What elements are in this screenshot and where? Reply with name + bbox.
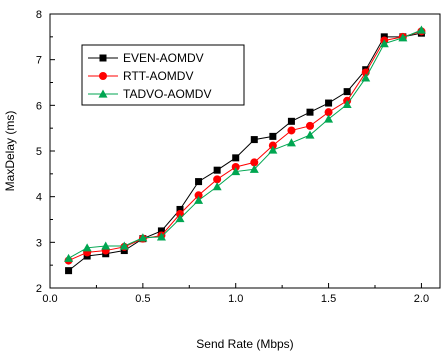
x-tick-label: 1.0 xyxy=(228,293,243,305)
series-line xyxy=(68,29,422,259)
data-point xyxy=(324,114,334,123)
y-tick-label: 4 xyxy=(36,192,42,204)
data-point xyxy=(268,141,277,150)
legend-label: TADVO-AOMDV xyxy=(123,87,211,101)
data-point xyxy=(194,191,203,200)
data-point xyxy=(287,117,295,125)
y-tick-label: 7 xyxy=(36,55,42,67)
data-point xyxy=(156,232,166,241)
y-tick-label: 2 xyxy=(36,283,42,295)
legend-item: EVEN-AOMDV xyxy=(88,51,204,65)
data-point xyxy=(101,241,111,250)
legend: EVEN-AOMDV RTT-AOMDV TADVO-AOMDV xyxy=(81,44,245,106)
data-point xyxy=(231,167,241,176)
data-point xyxy=(176,205,184,213)
series-layer xyxy=(64,25,426,275)
data-point xyxy=(268,145,278,154)
data-point xyxy=(157,227,165,235)
legend-label: RTT-AOMDV xyxy=(123,69,193,83)
data-point xyxy=(175,214,185,223)
data-point xyxy=(306,121,314,130)
y-axis-title: MaxDelay (ms) xyxy=(3,111,17,192)
data-point xyxy=(213,166,221,174)
data-point xyxy=(306,108,314,116)
data-point xyxy=(64,253,74,262)
x-tick-label: 0.5 xyxy=(135,293,150,305)
data-point xyxy=(213,175,222,184)
legend-label: EVEN-AOMDV xyxy=(123,51,204,65)
data-point xyxy=(269,132,277,140)
y-tick-label: 8 xyxy=(36,9,42,21)
data-point xyxy=(416,25,426,34)
x-tick-label: 0.0 xyxy=(42,293,57,305)
legend-item: RTT-AOMDV xyxy=(88,69,193,83)
data-point xyxy=(194,195,204,204)
data-point xyxy=(379,39,389,48)
data-point xyxy=(212,182,222,191)
data-point xyxy=(286,138,296,147)
data-point xyxy=(231,162,240,171)
data-point xyxy=(119,241,129,250)
data-point xyxy=(82,243,92,252)
data-point xyxy=(398,33,408,42)
data-point xyxy=(287,126,296,135)
legend-marker xyxy=(99,72,107,80)
data-point xyxy=(361,73,371,82)
data-point xyxy=(195,178,203,186)
y-tick-label: 3 xyxy=(36,237,42,249)
data-point xyxy=(343,88,351,96)
data-point xyxy=(250,136,258,144)
x-tick-label: 1.5 xyxy=(321,293,336,305)
data-point xyxy=(250,158,259,167)
data-point xyxy=(249,164,259,173)
legend-marker xyxy=(98,89,108,98)
y-tick-label: 5 xyxy=(36,146,42,158)
series-tadvo-aomdv xyxy=(64,25,426,262)
data-point xyxy=(342,99,352,109)
data-point xyxy=(65,267,73,275)
x-tick-label: 2.0 xyxy=(414,293,429,305)
legend-marker xyxy=(99,54,107,62)
data-point xyxy=(305,130,315,139)
y-tick-label: 6 xyxy=(36,100,42,112)
data-point xyxy=(138,233,148,242)
legend-box xyxy=(81,44,245,106)
axis-ticks: 0.0 0.5 1.0 1.5 2.0 2 3 4 5 6 7 8 xyxy=(36,9,429,305)
data-point xyxy=(325,99,333,107)
data-point xyxy=(232,154,240,162)
data-point xyxy=(324,108,333,117)
x-axis-title: Send Rate (Mbps) xyxy=(196,337,293,351)
legend-item: TADVO-AOMDV xyxy=(88,87,211,101)
